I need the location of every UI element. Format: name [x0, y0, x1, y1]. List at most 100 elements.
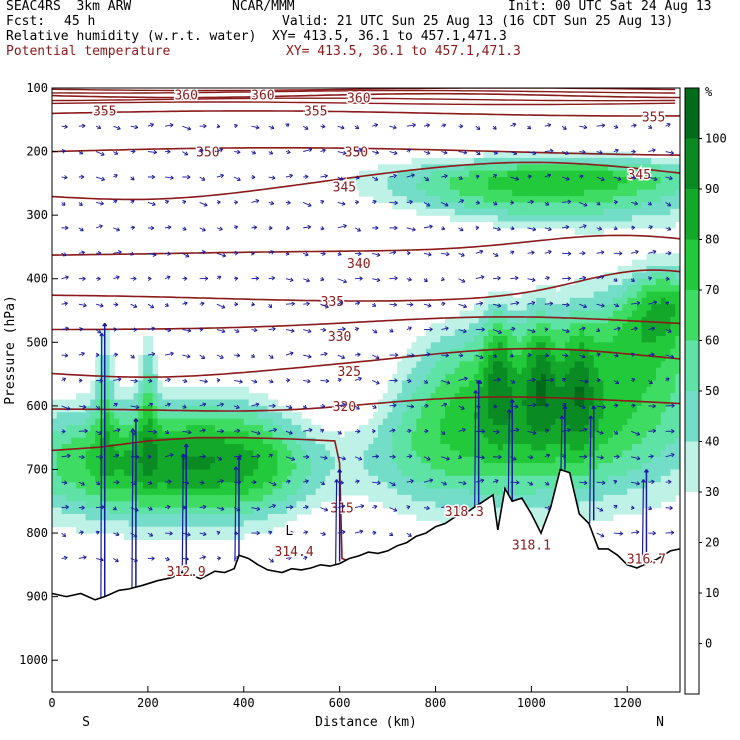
rh-cell [608, 291, 614, 299]
rh-cell [493, 297, 499, 305]
wind-vector [285, 430, 293, 434]
rh-cell [358, 444, 365, 451]
rh-cell [234, 501, 240, 509]
rh-cell [445, 437, 451, 445]
rh-cell [224, 386, 230, 394]
rh-cell [478, 482, 485, 490]
rh-cell [627, 386, 633, 394]
rh-cell [526, 355, 532, 362]
rh-cell [632, 278, 638, 286]
rh-cell [675, 170, 680, 178]
rh-cell [675, 418, 680, 426]
rh-cell [478, 469, 485, 477]
rh-cell [147, 342, 154, 350]
wind-vector-head [271, 177, 276, 180]
rh-cell [636, 183, 643, 191]
rh-cell [191, 412, 197, 420]
rh-cell [656, 482, 662, 490]
rh-cell [195, 405, 202, 413]
rh-cell [61, 412, 67, 420]
rh-cell [636, 380, 643, 388]
wind-vector [113, 125, 121, 130]
rh-cell [670, 469, 676, 477]
rh-cell [61, 488, 67, 496]
rh-cell [646, 469, 652, 477]
rh-cell [574, 304, 580, 312]
rh-cell [143, 501, 149, 509]
wind-vector-head [81, 456, 85, 460]
rh-cell [574, 380, 580, 388]
rh-cell [411, 418, 417, 426]
wind-vector-head [115, 302, 119, 306]
rh-cell [627, 266, 633, 273]
wind-vector-head [186, 253, 190, 257]
rh-cell [248, 393, 254, 401]
rh-cell [545, 189, 552, 197]
rh-cell [56, 463, 63, 471]
wind-vector [268, 176, 276, 179]
rh-cell [574, 374, 580, 382]
rh-cell [545, 488, 552, 496]
rh-cell [502, 304, 509, 312]
rh-cell [464, 189, 470, 197]
rh-cell [214, 412, 221, 420]
rh-cell [301, 501, 307, 509]
rh-cell [411, 342, 417, 350]
rh-cell [119, 418, 125, 426]
rh-cell [109, 469, 115, 477]
rh-cell [425, 196, 432, 204]
rh-cell [306, 456, 312, 464]
rh-cell [526, 463, 532, 471]
rh-cell [119, 494, 125, 502]
rh-cell [90, 412, 96, 420]
rh-cell [507, 475, 513, 483]
rh-cell [181, 463, 187, 471]
rh-cell [416, 482, 422, 490]
rh-cell [354, 463, 360, 471]
rh-cell [536, 342, 542, 350]
rh-cell [392, 412, 398, 420]
rh-cell [440, 412, 446, 420]
rh-cell [493, 183, 499, 191]
rh-cell [517, 431, 523, 439]
rh-cell [617, 380, 624, 388]
wind-vector-head [116, 558, 119, 562]
rh-cell [382, 393, 389, 401]
rh-cell [464, 424, 470, 432]
rh-cell [636, 469, 643, 477]
wind-vector [165, 481, 172, 483]
rh-cell [622, 215, 628, 223]
rh-cell [526, 386, 532, 394]
rh-cell [598, 386, 604, 394]
rh-cell [627, 202, 633, 210]
rh-cell [449, 494, 456, 502]
rh-cell [598, 227, 604, 235]
rh-cell [564, 151, 571, 159]
rh-cell [646, 355, 652, 362]
rh-cell [425, 507, 432, 515]
rh-cell [258, 418, 264, 426]
rh-cell [507, 482, 513, 490]
rh-cell [445, 329, 451, 337]
wind-vector [165, 329, 171, 331]
rh-cell [191, 513, 197, 521]
rh-cell [200, 469, 206, 477]
rh-cell [258, 513, 264, 521]
rh-cell [632, 355, 638, 362]
rh-cell [588, 437, 595, 445]
rh-cell [660, 157, 667, 165]
rh-cell [248, 507, 254, 515]
rh-cell [406, 431, 413, 439]
rh-cell [377, 183, 384, 191]
rh-cell [248, 437, 254, 445]
rh-cell [497, 450, 504, 458]
rh-cell [521, 342, 528, 350]
rh-cell [636, 488, 643, 496]
rh-cell [358, 189, 365, 197]
wind-vector-head [149, 480, 153, 485]
rh-cell [612, 488, 619, 496]
rh-cell [540, 361, 547, 369]
rh-cell [425, 157, 432, 165]
rh-cell [483, 418, 489, 426]
rh-cell [421, 189, 427, 197]
